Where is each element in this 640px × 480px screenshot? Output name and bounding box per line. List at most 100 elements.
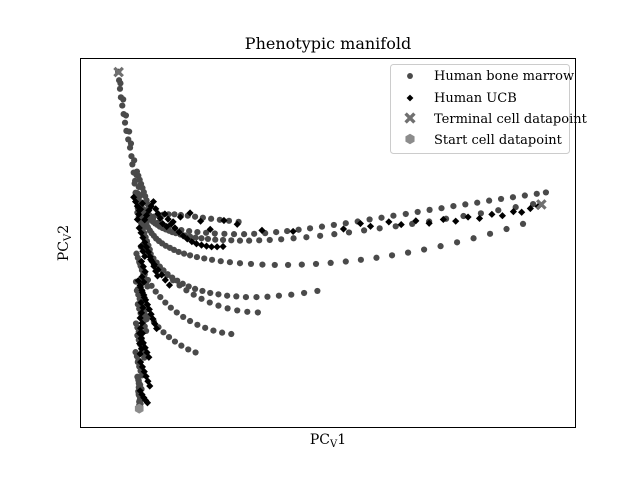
legend-box (390, 64, 570, 154)
bone-marrow-point (497, 195, 505, 203)
bone-marrow-point (251, 230, 258, 237)
ucb-point (366, 222, 375, 230)
bone-marrow-point (117, 80, 124, 87)
bone-marrow-point (194, 229, 201, 236)
bone-marrow-point (121, 119, 129, 126)
ucb-point (158, 271, 166, 279)
bone-marrow-point (253, 293, 260, 301)
bone-marrow-point (470, 235, 477, 242)
bone-marrow-point (298, 261, 305, 268)
ucb-point (165, 281, 174, 289)
ucb-point (192, 240, 201, 248)
legend-markers (404, 73, 416, 145)
ucb-point (385, 218, 393, 226)
bone-marrow-point (414, 208, 421, 216)
bone-marrow-point (183, 287, 190, 294)
bone-marrow-point (521, 192, 528, 199)
ucb-point (153, 272, 162, 280)
bone-marrow-point (247, 260, 255, 268)
terminal-cell-point (536, 199, 547, 210)
ucb-point (139, 304, 147, 312)
bone-marrow-point (495, 207, 502, 214)
ucb-point (175, 228, 183, 236)
y-axis-label-subscript: V (63, 233, 74, 242)
ucb-point (526, 204, 534, 213)
bone-marrow-point (228, 237, 235, 244)
bone-marrow-point (176, 282, 183, 289)
x-axis-label-subscript: V (329, 439, 338, 450)
bone-marrow-point (217, 258, 224, 265)
bone-marrow-point (228, 330, 235, 338)
x-axis-label-main: PC (310, 432, 330, 448)
ucb-point (452, 217, 460, 225)
bone-marrow-point (290, 235, 297, 242)
ucb-point (498, 212, 507, 220)
legend-label-ucb: Human UCB (434, 91, 517, 106)
ucb-point (475, 214, 484, 223)
bone-marrow-point (127, 140, 135, 147)
ucb-point (137, 345, 146, 353)
bone-marrow-point (376, 225, 383, 232)
bone-marrow-point (462, 201, 469, 208)
bone-marrow-point (152, 288, 159, 295)
bone-marrow-point (170, 277, 177, 284)
ucb-point (356, 219, 365, 228)
bone-marrow-point (212, 236, 219, 243)
ucb-point (509, 207, 518, 216)
bone-marrow-point (191, 213, 199, 220)
bone-marrow-point (198, 235, 205, 242)
ucb-point (164, 215, 172, 223)
bone-marrow-point (530, 200, 537, 208)
ucb-point (140, 394, 148, 402)
ucb-point (161, 276, 169, 284)
ucb-point (397, 220, 405, 229)
chart-title: Phenotypic manifold (245, 34, 411, 53)
bone-marrow-point (453, 239, 461, 246)
bone-marrow-point (225, 217, 233, 224)
bone-marrow-point (167, 304, 174, 311)
bone-marrow-point (131, 157, 138, 164)
ucb-point (137, 334, 145, 343)
data-points (113, 66, 550, 414)
bone-marrow-point (486, 230, 494, 237)
bone-marrow-point (157, 293, 164, 301)
legend-marker-start (405, 133, 415, 145)
bone-marrow-point (186, 252, 194, 259)
bone-marrow-point (284, 261, 292, 269)
ucb-point (183, 235, 191, 243)
bone-marrow-point (221, 230, 228, 237)
y-axis-label-main: PC (56, 241, 72, 261)
ucb-point (141, 268, 149, 276)
bone-marrow-point (211, 230, 218, 237)
bone-marrow-point (404, 249, 412, 256)
ucb-point (137, 309, 146, 317)
bone-marrow-point (295, 226, 302, 233)
bone-marrow-point (119, 102, 126, 109)
bone-marrow-point (208, 256, 216, 263)
bone-marrow-point (192, 349, 199, 356)
ucb-point (137, 257, 146, 266)
legend-label-terminal: Terminal cell datapoint (434, 112, 588, 127)
ucb-point (233, 220, 241, 228)
ucb-point (258, 226, 266, 234)
bone-marrow-point (207, 289, 214, 297)
ucb-point (138, 329, 147, 337)
bone-marrow-point (409, 220, 416, 227)
ucb-point (161, 210, 169, 218)
bone-marrow-point (215, 302, 222, 309)
bone-marrow-point (226, 259, 234, 266)
legend-marker-terminal (404, 112, 416, 124)
bone-marrow-point (254, 309, 261, 316)
bone-marrow-point (330, 221, 337, 229)
bone-marrow-point (219, 236, 227, 244)
bone-marrow-point (171, 338, 179, 345)
y-axis-label-suffix: 2 (56, 225, 72, 234)
bone-marrow-point (474, 199, 481, 206)
bone-marrow-point (192, 234, 199, 241)
bone-marrow-point (230, 231, 238, 238)
ucb-point (207, 243, 216, 251)
ucb-point (138, 288, 147, 296)
bone-marrow-point (345, 229, 353, 236)
bone-marrow-point (181, 250, 188, 257)
ucb-point (186, 209, 194, 217)
